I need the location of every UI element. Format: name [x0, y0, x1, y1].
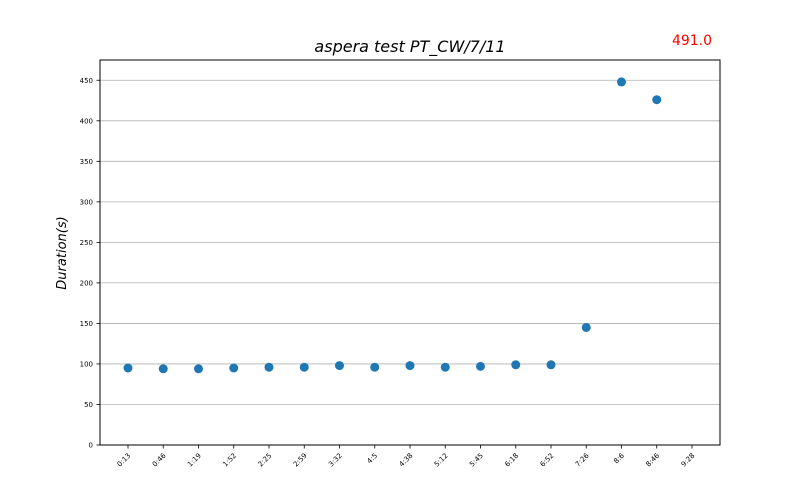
x-tick-label: 1:52	[221, 452, 238, 469]
data-point	[158, 364, 168, 374]
x-tick-label: 7:26	[574, 451, 591, 468]
data-point	[123, 363, 133, 373]
grid-lines	[100, 79, 720, 405]
x-tick-label: 3:32	[327, 452, 344, 469]
plot-frame	[99, 59, 721, 446]
data-point	[581, 322, 591, 332]
data-point	[335, 361, 344, 371]
x-tick-label: 6:52	[539, 452, 556, 469]
data-point	[405, 361, 415, 371]
x-tick-label: 4:38	[398, 452, 415, 469]
x-tick-label: 5:12	[433, 452, 450, 469]
data-point	[652, 95, 662, 105]
data-point	[229, 363, 239, 373]
x-tick-label: 9:28	[680, 452, 697, 469]
peak-annotation: 491.0	[672, 33, 712, 49]
chart-title: aspera test PT_CW/7/11	[314, 37, 505, 57]
y-tick-label: 300	[80, 198, 93, 206]
x-tick-label: 0:13	[116, 452, 133, 469]
data-points	[123, 77, 662, 374]
x-tick-label: 8:46	[644, 451, 661, 468]
x-tick-label: 2:59	[292, 452, 309, 469]
y-tick-label: 0	[89, 442, 93, 450]
x-tick-label: 4:5	[366, 452, 380, 466]
x-ticks: 0:13 0:46 1:19 1:52 2:25 2:59 3:32 4:5 4:38 5:12 5…	[116, 445, 697, 469]
data-point	[511, 360, 521, 370]
x-tick-label: 5:45	[468, 452, 485, 469]
y-tick-label: 400	[80, 117, 93, 125]
data-point	[476, 361, 485, 371]
data-point	[370, 362, 380, 372]
data-point	[546, 360, 556, 370]
data-point	[299, 362, 309, 372]
y-tick-label: 100	[80, 360, 93, 368]
x-tick-label: 2:25	[257, 452, 274, 469]
y-tick-label: 350	[80, 158, 93, 166]
y-tick-label: 250	[80, 239, 93, 247]
data-point	[440, 362, 450, 372]
y-tick-label: 450	[80, 77, 93, 85]
y-tick-label: 150	[80, 320, 93, 328]
x-tick-label: 1:19	[186, 452, 203, 469]
x-tick-label: 8:6	[612, 451, 626, 465]
x-tick-label: 0:46	[151, 451, 168, 468]
data-point	[194, 364, 203, 374]
y-axis-label: Duration(s)	[55, 216, 70, 289]
y-tick-label: 50	[84, 401, 93, 409]
data-point	[617, 77, 626, 87]
y-ticks: 0 50 100 150 200 250 300 350 400 450	[80, 77, 100, 450]
y-tick-label: 200	[80, 279, 93, 287]
data-point	[264, 362, 274, 372]
x-tick-label: 6:18	[503, 452, 520, 469]
